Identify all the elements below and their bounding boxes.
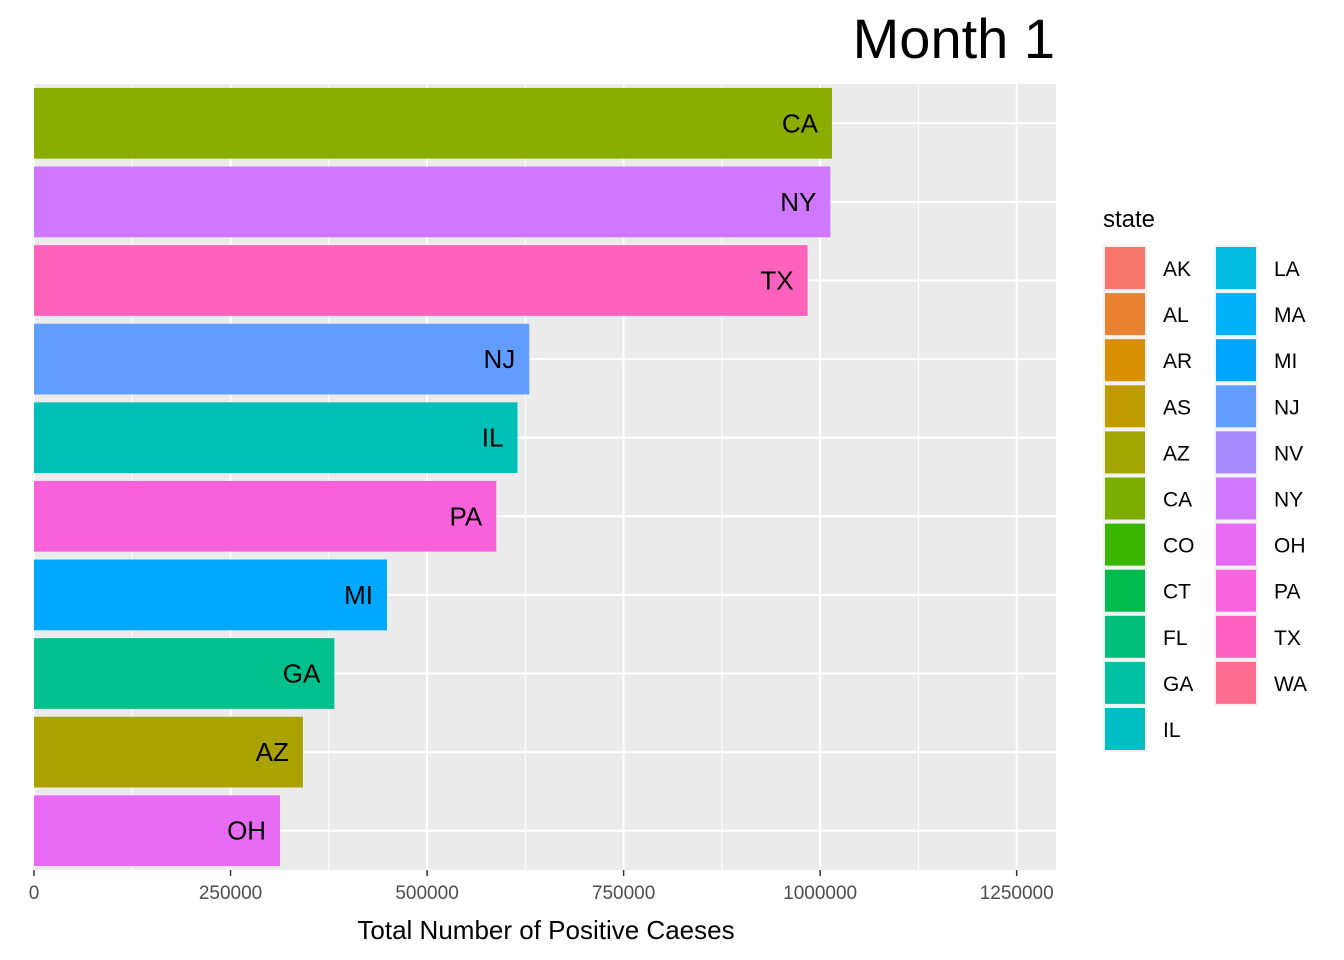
legend-key-ga — [1105, 661, 1145, 704]
legend-key-wa — [1216, 661, 1256, 704]
legend-key-co — [1105, 523, 1145, 566]
legend-label-nv: NV — [1274, 442, 1303, 465]
legend-label-as: AS — [1163, 396, 1191, 419]
legend-label-mi: MI — [1274, 350, 1297, 373]
legend-label-co: CO — [1163, 535, 1195, 558]
legend-key-ca — [1105, 477, 1145, 520]
legend-key-ar — [1105, 339, 1145, 382]
x-tick-label: 0 — [29, 883, 40, 904]
legend-key-ny — [1216, 477, 1256, 520]
bar-label-nj: NJ — [483, 344, 515, 374]
legend-label-il: IL — [1163, 719, 1181, 742]
legend-label-pa: PA — [1274, 581, 1300, 604]
bar-label-mi: MI — [344, 580, 373, 610]
legend-label-ny: NY — [1274, 489, 1303, 512]
legend-label-ga: GA — [1163, 673, 1193, 696]
bar-oh — [34, 795, 281, 867]
bar-label-ga: GA — [283, 659, 321, 689]
bar-label-ca: CA — [782, 108, 819, 138]
legend-key-az — [1105, 431, 1145, 474]
bar-mi — [34, 559, 387, 631]
legend-label-tx: TX — [1274, 627, 1301, 650]
legend-label-az: AZ — [1163, 442, 1190, 465]
bar-label-il: IL — [482, 423, 504, 453]
x-axis-ticks: 0 250000 500000 750000 1000000 1250000 — [29, 870, 1054, 904]
legend-key-ma — [1216, 293, 1256, 336]
bar-pa — [34, 480, 497, 552]
legend-key-ct — [1105, 569, 1145, 612]
bar-ca — [34, 87, 832, 159]
legend-key-fl — [1105, 615, 1145, 658]
bar-tx — [34, 245, 808, 316]
legend-key-nv — [1216, 431, 1256, 474]
legend-label-oh: OH — [1274, 535, 1306, 558]
legend-key-nj — [1216, 385, 1256, 428]
legend-label-wa: WA — [1274, 673, 1307, 696]
legend-label-ct: CT — [1163, 581, 1191, 604]
x-tick-label: 750000 — [592, 883, 655, 904]
legend-key-oh — [1216, 523, 1256, 566]
bar-il — [34, 402, 518, 474]
bar-label-oh: OH — [227, 816, 266, 846]
bars-group — [34, 87, 832, 867]
legend-key-as — [1105, 385, 1145, 428]
legend-key-pa — [1216, 569, 1256, 612]
legend-label-ca: CA — [1163, 489, 1192, 512]
x-tick-label: 250000 — [199, 883, 262, 904]
x-tick-label: 1000000 — [783, 883, 857, 904]
bar-label-tx: TX — [760, 266, 793, 296]
bar-labels-group: CA NY TX NJ IL PA MI GA AZ OH — [227, 108, 819, 845]
bar-label-pa: PA — [449, 501, 482, 531]
legend-label-fl: FL — [1163, 627, 1188, 650]
legend-key-al — [1105, 293, 1145, 336]
legend-label-ar: AR — [1163, 350, 1192, 373]
legend-key-la — [1216, 247, 1256, 289]
legend-key-ak — [1105, 247, 1145, 289]
legend-label-ma: MA — [1274, 304, 1306, 327]
legend-label-nj: NJ — [1274, 396, 1300, 419]
legend-key-il — [1105, 708, 1145, 750]
x-tick-label: 500000 — [395, 883, 458, 904]
chart-title: Month 1 — [853, 7, 1055, 70]
bar-label-ny: NY — [780, 187, 816, 217]
bar-label-az: AZ — [256, 737, 289, 767]
x-tick-label: 1250000 — [980, 883, 1054, 904]
bar-az — [34, 716, 303, 788]
legend-label-al: AL — [1163, 304, 1189, 327]
bar-nj — [34, 323, 530, 395]
legend-items: AK AL AR AS AZ CA CO CT FL GA IL LA MA MI NJ NV NY OH PA TX… — [1103, 245, 1307, 752]
legend: state AK AL AR AS AZ CA CO CT FL GA IL LA MA MI NJ NV NY… — [1103, 206, 1307, 752]
legend-title: state — [1103, 206, 1155, 233]
legend-key-tx — [1216, 615, 1256, 658]
legend-key-mi — [1216, 339, 1256, 382]
legend-label-ak: AK — [1163, 258, 1191, 281]
bar-ga — [34, 638, 335, 709]
legend-label-la: LA — [1274, 258, 1300, 281]
x-axis-title: Total Number of Positive Caeses — [357, 915, 734, 945]
bar-ny — [34, 166, 831, 238]
